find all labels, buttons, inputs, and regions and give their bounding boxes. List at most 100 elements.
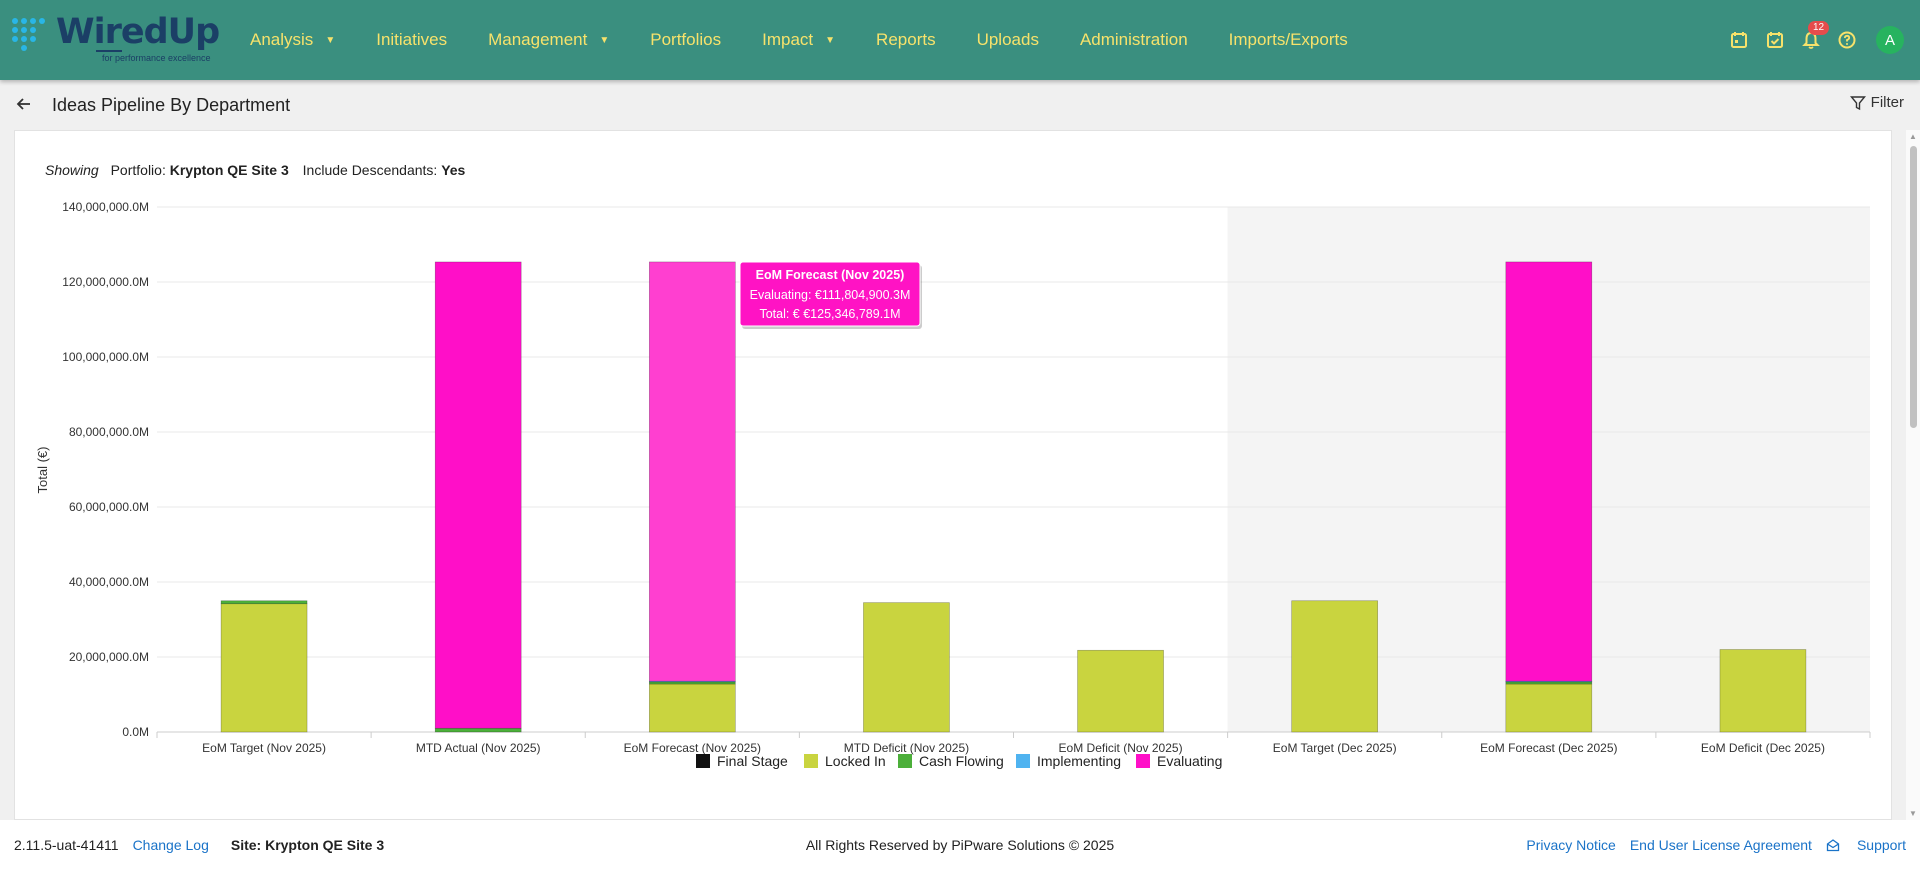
bar-locked-in[interactable] bbox=[1291, 600, 1378, 733]
x-tick-label: EoM Forecast (Nov 2025) bbox=[624, 741, 761, 755]
filter-button[interactable]: Filter bbox=[1849, 94, 1904, 111]
page-titlebar: Ideas Pipeline By Department Filter bbox=[0, 80, 1920, 130]
nav-label: Portfolios bbox=[650, 30, 722, 49]
logo-text: WiredUp bbox=[56, 12, 220, 52]
scroll-up-icon[interactable]: ▲ bbox=[1909, 132, 1917, 141]
support-label: Support bbox=[1856, 837, 1906, 853]
ideas-pipeline-chart: 0.0M 20,000,000.0M 40,000,000.0M 60,000,000… bbox=[35, 200, 1871, 769]
bar-locked-in[interactable] bbox=[1719, 649, 1807, 733]
scroll-down-icon[interactable]: ▼ bbox=[1909, 809, 1917, 818]
bar-locked-in[interactable] bbox=[649, 683, 736, 733]
x-tick-label: EoM Target (Nov 2025) bbox=[202, 741, 326, 755]
legend-label[interactable]: Implementing bbox=[1037, 753, 1121, 769]
y-tick-label: 20,000,000.0M bbox=[69, 650, 149, 664]
bar-cash-flowing[interactable] bbox=[434, 727, 522, 733]
legend-swatch[interactable] bbox=[804, 754, 818, 768]
caret-down-icon: ▼ bbox=[325, 34, 336, 46]
tooltip-title: EoM Forecast (Nov 2025) bbox=[756, 268, 905, 282]
nav-reports[interactable]: Reports bbox=[876, 30, 936, 50]
logo-underline bbox=[96, 50, 122, 52]
back-arrow-icon[interactable] bbox=[14, 94, 36, 116]
portfolio-value: Krypton QE Site 3 bbox=[169, 162, 289, 178]
x-tick-label: EoM Target (Dec 2025) bbox=[1273, 741, 1397, 755]
nav-analysis[interactable]: Analysis ▼ bbox=[250, 30, 335, 50]
bar-evaluating[interactable] bbox=[649, 261, 736, 682]
site-label: Site: Krypton QE Site 3 bbox=[230, 837, 385, 853]
nav-initiatives[interactable]: Initiatives bbox=[376, 30, 447, 50]
top-navbar: WiredUp for performance excellence Analy… bbox=[0, 0, 1920, 80]
nav-impact[interactable]: Impact ▼ bbox=[762, 30, 835, 50]
nav-label: Imports/Exports bbox=[1228, 30, 1348, 49]
calendar-check-icon[interactable] bbox=[1764, 29, 1786, 51]
x-tick-label: EoM Deficit (Nov 2025) bbox=[1059, 741, 1183, 755]
legend-swatch[interactable] bbox=[1136, 754, 1150, 768]
bar-cash-flowing[interactable] bbox=[220, 600, 308, 605]
y-tick-label: 100,000,000.0M bbox=[62, 350, 149, 364]
calendar-icon[interactable] bbox=[1728, 29, 1750, 51]
vertical-scrollbar[interactable]: ▲ ▼ bbox=[1906, 130, 1920, 820]
header-icons: 12 A bbox=[1728, 0, 1920, 80]
nav-uploads[interactable]: Uploads bbox=[977, 30, 1039, 50]
legend-swatch[interactable] bbox=[696, 754, 710, 768]
legend-swatch[interactable] bbox=[898, 754, 912, 768]
support-icon bbox=[1826, 839, 1840, 852]
bar-evaluating[interactable] bbox=[1505, 261, 1593, 682]
descendants-label: Include Descendants: bbox=[302, 162, 438, 178]
y-tick-label: 120,000,000.0M bbox=[62, 275, 149, 289]
main-nav: Analysis ▼ Initiatives Management ▼ Portfolio… bbox=[250, 0, 1389, 80]
y-tick-label: 40,000,000.0M bbox=[69, 575, 149, 589]
logo-dots-icon bbox=[12, 18, 52, 54]
x-tick-label: EoM Forecast (Dec 2025) bbox=[1480, 741, 1617, 755]
y-tick-label: 80,000,000.0M bbox=[69, 425, 149, 439]
nav-imports-exports[interactable]: Imports/Exports bbox=[1229, 30, 1348, 50]
bar-locked-in[interactable] bbox=[863, 602, 950, 733]
bar-locked-in[interactable] bbox=[1077, 649, 1164, 733]
footer: 2.11.5-uat-41411 Change Log Site: Krypto… bbox=[0, 820, 1920, 869]
filter-label: Filter bbox=[1870, 94, 1904, 111]
nav-administration[interactable]: Administration bbox=[1080, 30, 1188, 50]
nav-management[interactable]: Management ▼ bbox=[488, 30, 609, 50]
filter-icon bbox=[1849, 95, 1866, 110]
legend-label[interactable]: Evaluating bbox=[1157, 753, 1222, 769]
notification-badge: 12 bbox=[1808, 21, 1830, 35]
tooltip-evaluating: Evaluating: €111,804,900.3M bbox=[750, 288, 911, 302]
user-avatar[interactable]: A bbox=[1876, 26, 1904, 54]
caret-down-icon: ▼ bbox=[825, 34, 836, 46]
support-link[interactable]: Support bbox=[1826, 837, 1906, 853]
y-tick-label: 60,000,000.0M bbox=[69, 500, 149, 514]
legend-label[interactable]: Locked In bbox=[825, 753, 886, 769]
caret-down-icon: ▼ bbox=[599, 34, 610, 46]
x-tick-label: MTD Deficit (Nov 2025) bbox=[844, 741, 969, 755]
y-tick-label: 140,000,000.0M bbox=[62, 200, 149, 214]
tooltip-total: Total: € €125,346,789.1M bbox=[759, 307, 900, 321]
showing-label: Showing bbox=[45, 162, 99, 178]
page-title: Ideas Pipeline By Department bbox=[52, 95, 291, 115]
nav-label: Initiatives bbox=[376, 30, 448, 49]
y-axis-label: Total (€) bbox=[35, 447, 50, 494]
nav-label: Uploads bbox=[976, 30, 1039, 49]
copyright-text: All Rights Reserved by PiPware Solutions… bbox=[805, 837, 1115, 853]
scroll-thumb[interactable] bbox=[1910, 146, 1917, 428]
privacy-link[interactable]: Privacy Notice bbox=[1526, 837, 1616, 853]
app-version: 2.11.5-uat-41411 bbox=[14, 837, 119, 853]
legend-label[interactable]: Final Stage bbox=[717, 753, 788, 769]
tooltip-box bbox=[739, 261, 921, 327]
nav-label: Administration bbox=[1079, 30, 1188, 49]
nav-label: Analysis bbox=[250, 30, 314, 49]
bar-locked-in[interactable] bbox=[1505, 683, 1593, 733]
legend-swatch[interactable] bbox=[1016, 754, 1030, 768]
changelog-link[interactable]: Change Log bbox=[132, 837, 209, 853]
legend-label[interactable]: Cash Flowing bbox=[919, 753, 1004, 769]
descendants-value: Yes bbox=[441, 162, 466, 178]
nav-label: Reports bbox=[876, 30, 936, 49]
notification-bell-icon[interactable]: 12 bbox=[1800, 21, 1830, 51]
eula-link[interactable]: End User License Agreement bbox=[1629, 837, 1812, 853]
help-icon[interactable] bbox=[1836, 29, 1858, 51]
y-tick-label: 0.0M bbox=[122, 725, 149, 739]
bar-locked-in[interactable] bbox=[220, 603, 308, 733]
nav-portfolios[interactable]: Portfolios bbox=[650, 30, 721, 50]
bar-evaluating[interactable] bbox=[434, 261, 522, 729]
x-tick-label: EoM Deficit (Dec 2025) bbox=[1701, 741, 1825, 755]
portfolio-label: Portfolio: bbox=[110, 162, 166, 178]
wiredup-logo[interactable]: WiredUp for performance excellence bbox=[12, 12, 220, 68]
